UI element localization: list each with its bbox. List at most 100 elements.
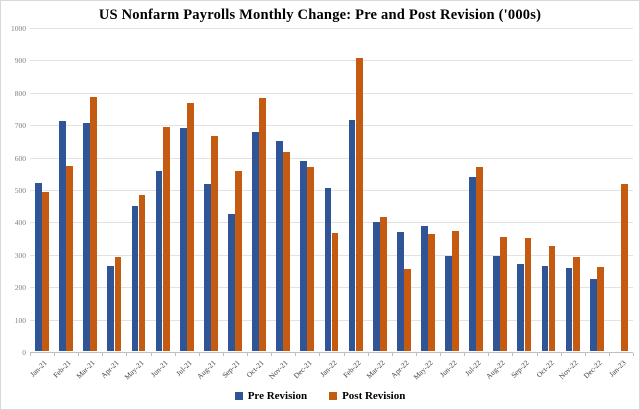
post-revision-bar (138, 195, 146, 351)
x-axis-tick (633, 353, 634, 356)
x-axis-tick (415, 353, 417, 356)
x-axis-tick (150, 353, 152, 356)
x-axis-tick (608, 353, 610, 356)
gridline (30, 157, 633, 159)
x-axis-tick (391, 353, 393, 356)
y-tick-label: 700 (14, 121, 26, 131)
gridline (30, 92, 633, 94)
x-axis-line (30, 352, 633, 353)
legend: Pre Revision Post Revision (1, 390, 639, 402)
post-revision-bar (66, 166, 74, 351)
gridline (30, 125, 633, 127)
x-axis-tick (222, 353, 224, 356)
pre-revision-bar (83, 122, 91, 351)
post-revision-bar (211, 136, 218, 351)
post-revision-bar (355, 58, 363, 351)
pre-revision-bar (420, 225, 428, 351)
legend-item-post-revision: Post Revision (329, 390, 405, 402)
pre-revision-bar (228, 213, 235, 351)
x-axis-tick (30, 353, 31, 356)
y-tick-label: 500 (14, 186, 26, 195)
x-axis-tick (512, 353, 514, 356)
pre-revision-bar (493, 256, 501, 351)
legend-swatch-pre-revision-icon (234, 392, 243, 400)
pre-revision-bar (203, 183, 211, 351)
x-axis-tick (54, 353, 56, 356)
pre-revision-bar (565, 268, 573, 351)
x-axis-tick (295, 353, 297, 356)
x-axis-tick (343, 353, 345, 356)
y-tick-label: 200 (14, 283, 26, 293)
x-axis-tick (440, 353, 442, 356)
x-axis-tick (319, 353, 321, 356)
post-revision-bar (403, 268, 411, 351)
gridline (30, 190, 633, 191)
pre-revision-bar (300, 160, 308, 351)
pre-revision-bar (445, 256, 452, 351)
pre-revision-bar (131, 206, 139, 351)
post-revision-bar (548, 246, 556, 351)
pre-revision-bar (348, 119, 356, 351)
post-revision-bar (114, 257, 122, 351)
post-revision-bar (379, 216, 387, 351)
gridline (30, 287, 633, 289)
y-tick-label: 400 (14, 218, 26, 228)
y-tick-label: 300 (14, 250, 26, 260)
gridline (30, 254, 633, 256)
pre-revision-bar (276, 141, 284, 351)
pre-revision-bar (324, 187, 332, 351)
gridline (30, 60, 633, 62)
plot-area (30, 28, 633, 353)
x-axis-tick (247, 353, 249, 356)
legend-label-pre-revision: Pre Revision (247, 390, 308, 402)
post-revision-bar (186, 102, 194, 351)
y-tick-label: 600 (14, 153, 26, 163)
x-axis-tick (367, 353, 369, 356)
post-revision-bar (572, 257, 580, 351)
post-revision-bar (307, 166, 315, 351)
x-axis-tick (126, 353, 128, 356)
pre-revision-bar (396, 231, 404, 351)
pre-revision-bar (541, 265, 549, 351)
pre-revision-bar (155, 170, 163, 351)
post-revision-bar (452, 231, 459, 351)
pre-revision-bar (252, 131, 259, 351)
x-axis-tick (198, 353, 200, 356)
post-revision-bar (283, 151, 291, 351)
chart-title: US Nonfarm Payrolls Monthly Change: Pre … (98, 7, 542, 23)
x-axis-tick (488, 353, 490, 356)
post-revision-bar (596, 266, 604, 351)
legend-label-post-revision: Post Revision (342, 390, 406, 402)
gridline (30, 319, 633, 321)
pre-revision-bar (35, 182, 42, 351)
pre-revision-bar (59, 120, 66, 351)
post-revision-bar (428, 234, 435, 351)
post-revision-bar (476, 166, 484, 351)
pre-revision-bar (107, 265, 115, 351)
gridline (30, 28, 633, 29)
x-axis-tick (584, 353, 586, 356)
x-axis-tick (560, 353, 562, 356)
post-revision-bar (42, 192, 49, 351)
post-revision-bar (90, 96, 98, 351)
post-revision-bar (259, 97, 267, 351)
pre-revision-bar (179, 127, 187, 351)
post-revision-bar (524, 237, 532, 351)
post-revision-bar (331, 233, 339, 351)
post-revision-bar (235, 170, 242, 351)
pre-revision-bar (372, 222, 380, 351)
gridline (30, 222, 633, 224)
x-axis-tick (102, 353, 104, 356)
x-axis-tick (536, 353, 538, 356)
legend-item-pre-revision: Pre Revision (234, 390, 308, 402)
pre-revision-bar (517, 263, 525, 351)
x-axis-tick (271, 353, 273, 356)
x-axis-tick (464, 353, 466, 356)
y-tick-label: 100 (14, 315, 26, 325)
pre-revision-bar (469, 177, 477, 351)
legend-swatch-post-revision-icon (329, 392, 338, 400)
x-axis-tick (78, 353, 80, 356)
x-axis-tick (174, 353, 176, 356)
y-tick-label: 800 (14, 88, 26, 98)
